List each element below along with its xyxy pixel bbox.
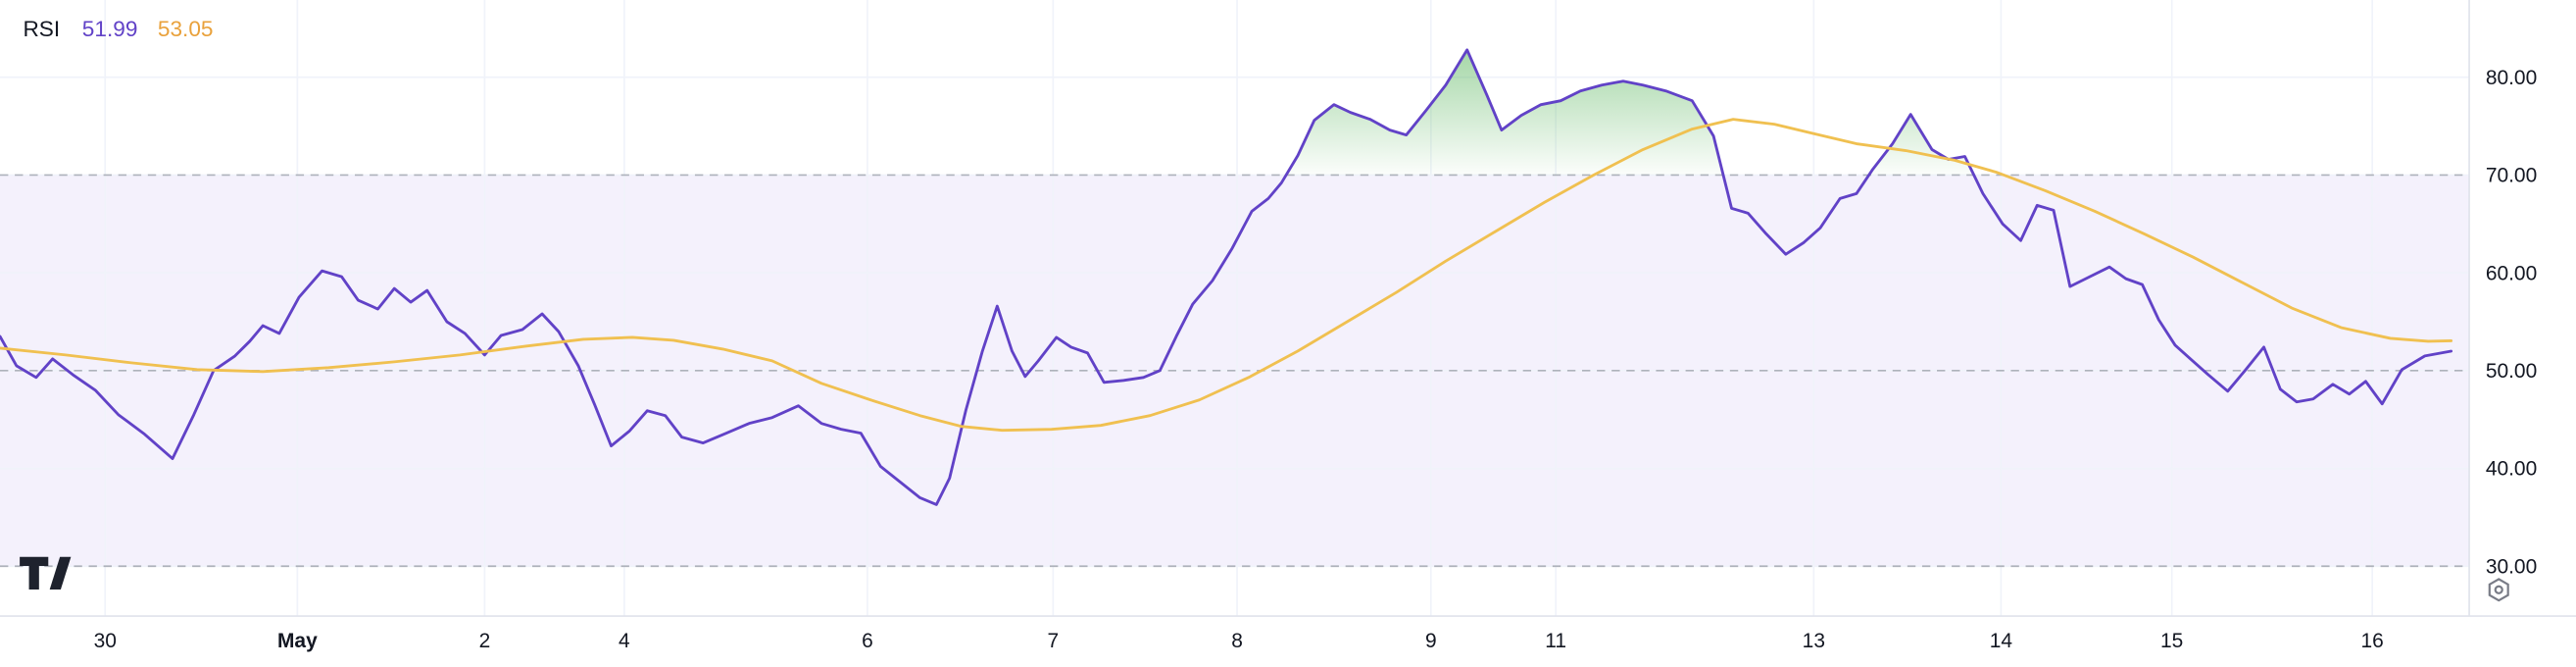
- overbought-fill: [1286, 49, 1724, 176]
- ma-value: 53.05: [158, 17, 214, 41]
- series-lines-layer: [0, 48, 2453, 506]
- time-axis-label: 2: [479, 630, 491, 652]
- rsi-value: 51.99: [82, 17, 138, 41]
- time-axis-label: 15: [2160, 630, 2183, 652]
- time-axis-label: 6: [862, 630, 873, 652]
- time-axis[interactable]: [0, 616, 2576, 667]
- time-axis-label: 13: [1803, 630, 1825, 652]
- price-axis-label: 30.00: [2486, 555, 2537, 578]
- axis-lines-layer: [0, 0, 2576, 617]
- axis-labels-layer: 80.00 70.00 60.00 50.00 40.00 30.00 30 May 2 4 6 7 8…: [94, 67, 2538, 652]
- time-axis-label: 8: [1231, 630, 1243, 652]
- time-axis-label: 16: [2361, 630, 2384, 652]
- rsi-line: [0, 48, 2453, 506]
- time-axis-label: 9: [1425, 630, 1437, 652]
- time-axis-label: 30: [94, 630, 117, 652]
- rsi-ma-line: [0, 118, 2453, 433]
- time-axis-label: 11: [1545, 630, 1566, 652]
- price-axis-label: 70.00: [2486, 165, 2537, 187]
- settings-icon[interactable]: [2488, 578, 2509, 602]
- indicator-legend[interactable]: RSI 51.99 53.05: [23, 17, 213, 41]
- price-axis-label: 80.00: [2486, 67, 2537, 89]
- time-axis-label: 14: [1990, 630, 2013, 652]
- time-axis-label: May: [277, 630, 318, 652]
- price-axis-label: 40.00: [2486, 458, 2537, 481]
- price-axis[interactable]: [2469, 0, 2576, 616]
- tradingview-logo-glyph: [49, 556, 72, 590]
- price-axis-label: 50.00: [2486, 360, 2537, 383]
- chart-pane[interactable]: [0, 0, 2469, 616]
- price-axis-label: 60.00: [2486, 262, 2537, 284]
- tradingview-logo[interactable]: [20, 556, 72, 590]
- settings-icon-shape: [2488, 578, 2509, 602]
- time-axis-label: 7: [1047, 630, 1059, 652]
- level-lines-layer: [0, 174, 2470, 568]
- settings-icon-shape: [2494, 585, 2503, 594]
- tradingview-logo-glyph: [20, 556, 49, 590]
- indicator-title: RSI: [23, 17, 60, 41]
- time-axis-label: 4: [619, 630, 630, 652]
